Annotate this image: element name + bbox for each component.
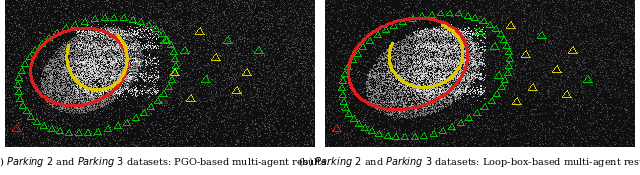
Text: (b) $\mathit{Parking\ 2}$ and $\mathit{Parking\ 3}$ datasets: Loop-box-based mul: (b) $\mathit{Parking\ 2}$ and $\mathit{P… <box>298 155 640 169</box>
Text: (a) $\mathit{Parking\ 2}$ and $\mathit{Parking\ 3}$ datasets: PGO-based multi-ag: (a) $\mathit{Parking\ 2}$ and $\mathit{P… <box>0 155 330 169</box>
